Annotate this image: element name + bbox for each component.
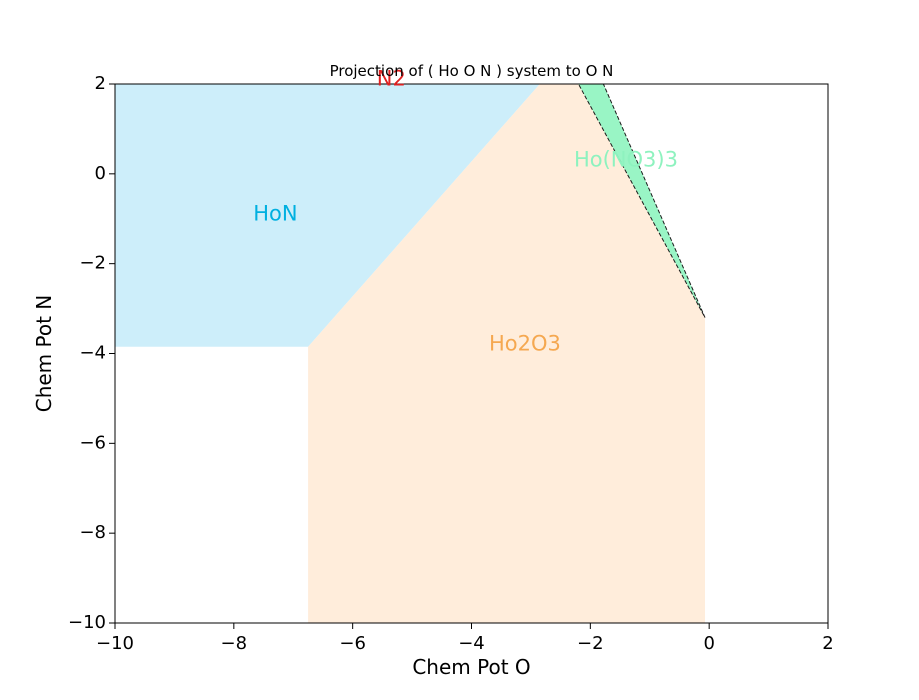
region-label-ho-no3-3: Ho(NO3)3	[574, 147, 678, 171]
x-tick-label: 2	[822, 633, 833, 654]
y-tick-label: −8	[79, 522, 106, 543]
region-label-ho2o3: Ho2O3	[489, 332, 561, 356]
y-tick-label: 2	[95, 73, 106, 94]
y-tick-label: −10	[68, 612, 106, 633]
x-tick-label: 0	[703, 633, 714, 654]
x-tick-label: −4	[458, 633, 485, 654]
region-ho2o3	[308, 84, 706, 623]
y-tick-label: −6	[79, 432, 106, 453]
plot-title: Projection of ( Ho O N ) system to O N	[330, 62, 614, 80]
y-axis-title: Chem Pot N	[32, 295, 56, 413]
y-tick-label: 0	[95, 163, 106, 184]
region-label-n2: N2	[377, 67, 406, 91]
ticks-layer: −10 −8 −6 −4 −2 0 2 −10 −8 −6 −4 −2 0 2	[68, 73, 834, 654]
x-tick-label: −10	[96, 633, 134, 654]
region-labels-layer: HoN Ho2O3 Ho(NO3)3 N2	[253, 67, 678, 356]
y-tick-label: −2	[79, 253, 106, 274]
x-tick-label: −8	[221, 633, 248, 654]
region-label-hon: HoN	[253, 201, 297, 225]
region-hon	[115, 84, 540, 347]
x-tick-label: −2	[577, 633, 604, 654]
regions-layer	[115, 83, 706, 623]
x-tick-label: −6	[339, 633, 366, 654]
y-tick-label: −4	[79, 343, 106, 364]
x-axis-title: Chem Pot O	[412, 655, 530, 679]
